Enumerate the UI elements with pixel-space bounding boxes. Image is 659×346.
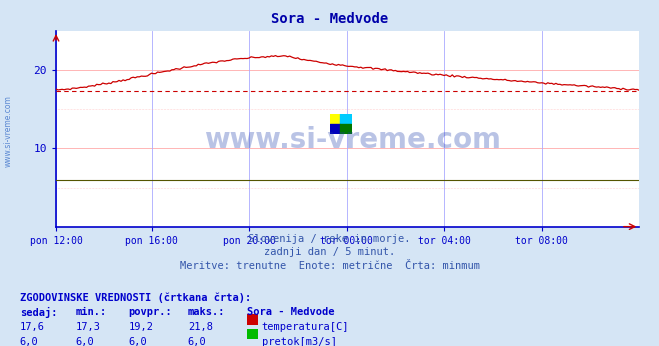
Text: 19,2: 19,2 [129,322,154,332]
Text: 17,3: 17,3 [76,322,101,332]
Text: www.si-vreme.com: www.si-vreme.com [204,126,501,154]
Text: Slovenija / reke in morje.: Slovenija / reke in morje. [248,234,411,244]
Text: povpr.:: povpr.: [129,307,172,317]
Text: temperatura[C]: temperatura[C] [262,322,349,332]
Text: maks.:: maks.: [188,307,225,317]
Text: 17,6: 17,6 [20,322,45,332]
Text: 6,0: 6,0 [76,337,94,346]
Text: Meritve: trenutne  Enote: metrične  Črta: minmum: Meritve: trenutne Enote: metrične Črta: … [179,261,480,271]
Text: 21,8: 21,8 [188,322,213,332]
Text: Sora - Medvode: Sora - Medvode [271,12,388,26]
Text: 6,0: 6,0 [20,337,38,346]
Text: Sora - Medvode: Sora - Medvode [247,307,335,317]
Text: 6,0: 6,0 [188,337,206,346]
Text: zadnji dan / 5 minut.: zadnji dan / 5 minut. [264,247,395,257]
Text: pretok[m3/s]: pretok[m3/s] [262,337,337,346]
Text: ZGODOVINSKE VREDNOSTI (črtkana črta):: ZGODOVINSKE VREDNOSTI (črtkana črta): [20,292,251,303]
Text: sedaj:: sedaj: [20,307,57,318]
Text: min.:: min.: [76,307,107,317]
Text: 6,0: 6,0 [129,337,147,346]
Text: www.si-vreme.com: www.si-vreme.com [3,95,13,167]
